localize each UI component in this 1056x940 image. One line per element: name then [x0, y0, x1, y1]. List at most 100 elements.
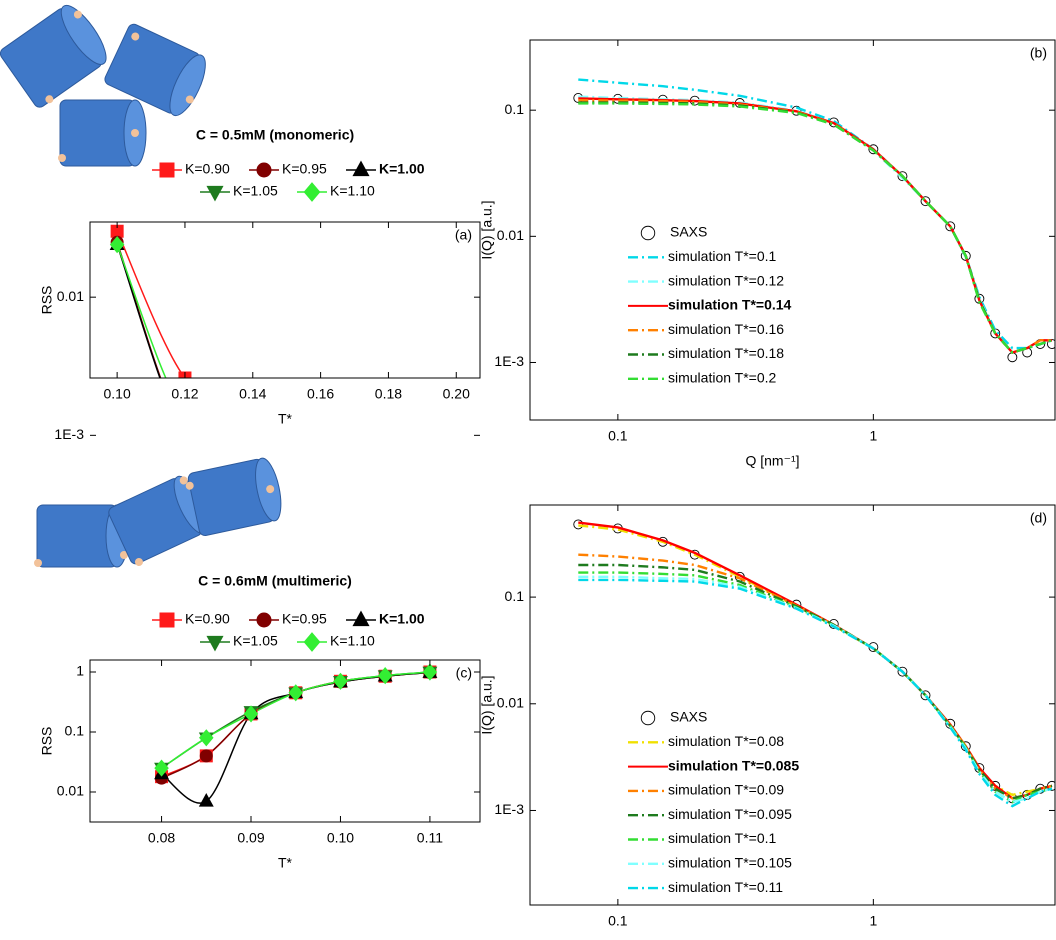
marker [198, 793, 214, 807]
panel-title: C = 0.6mM (multimeric) [198, 573, 352, 589]
legend-label: K=1.10 [330, 183, 375, 199]
legend-marker [256, 612, 272, 628]
legend-label: K=0.95 [282, 161, 327, 177]
series-line [116, 241, 162, 378]
marker [897, 171, 908, 182]
legend-label: simulation T*=0.105 [668, 855, 792, 871]
x-axis-label: T* [278, 855, 293, 871]
series-line [578, 97, 1052, 354]
legend-label: K=1.00 [379, 611, 425, 627]
x-axis-label: T* [278, 411, 293, 427]
x-tick-label: 0.12 [171, 386, 198, 402]
legend-marker [303, 632, 321, 652]
plot-frame [89, 659, 481, 823]
legend-marker [206, 635, 224, 652]
series-line [578, 101, 1053, 354]
plot-area [573, 519, 1055, 808]
legend-marker [640, 710, 656, 726]
y-tick-label: 0.1 [505, 588, 525, 604]
marker [178, 431, 191, 443]
x-axis-label: Q [nm⁻¹] [745, 938, 799, 940]
panel-label: (b) [1030, 45, 1047, 61]
series-line [578, 524, 1053, 797]
series-line [578, 553, 1053, 800]
legend-marker [303, 182, 321, 202]
legend-marker [352, 610, 370, 627]
marker [382, 407, 395, 423]
legend-marker [640, 225, 656, 241]
marker [243, 705, 259, 723]
x-tick-label: 0.10 [327, 830, 354, 846]
marker [573, 519, 584, 530]
plot-area [154, 663, 438, 807]
y-tick-label: 0.1 [65, 723, 85, 739]
marker [422, 663, 438, 681]
marker [382, 424, 394, 436]
marker [246, 422, 259, 438]
series-line [578, 95, 1053, 354]
legend-label: simulation T*=0.085 [668, 757, 799, 773]
x-tick-label: 0.20 [443, 386, 470, 402]
plot-frame [529, 504, 1056, 906]
legend-label: K=1.10 [330, 633, 375, 649]
legend-label: simulation T*=0.2 [668, 370, 777, 386]
cylinder-illustration [0, 4, 206, 167]
marker [920, 690, 931, 701]
marker [450, 424, 462, 436]
marker [990, 780, 1001, 791]
x-tick-label: 0.10 [104, 386, 131, 402]
marker [247, 401, 259, 413]
x-tick-label: 1 [869, 428, 877, 444]
legend-label: SAXS [670, 709, 707, 725]
legend-marker [159, 162, 175, 178]
x-tick-label: 1 [869, 913, 877, 929]
marker [382, 415, 395, 427]
plot-frame [89, 221, 481, 379]
y-tick-label: 0.01 [57, 288, 84, 304]
x-tick-label: 0.14 [239, 386, 266, 402]
legend-label: simulation T*=0.12 [668, 272, 784, 288]
y-tick-label: 1E-3 [494, 353, 524, 369]
legend-marker [206, 185, 224, 202]
x-axis-label: Q [nm⁻¹] [745, 453, 799, 469]
panel-label: (d) [1030, 510, 1047, 526]
marker [178, 431, 191, 443]
marker [377, 667, 393, 685]
panel-label: (a) [455, 227, 472, 243]
marker [450, 422, 463, 434]
legend-label: simulation T*=0.14 [668, 297, 792, 313]
y-axis-label: I(Q) [a.u.] [479, 675, 495, 734]
y-tick-label: 0.01 [497, 227, 524, 243]
marker [450, 407, 463, 423]
panel-label: (c) [456, 665, 472, 681]
legend-label: simulation T*=0.1 [668, 830, 777, 846]
y-tick-label: 1E-3 [494, 801, 524, 817]
legend-label: K=0.90 [185, 161, 230, 177]
legend-label: K=1.05 [233, 183, 278, 199]
series-line [116, 244, 161, 378]
x-tick-label: 0.1 [608, 428, 628, 444]
legend-label: SAXS [670, 224, 707, 240]
y-tick-label: 1 [76, 663, 84, 679]
legend-label: K=0.95 [282, 611, 327, 627]
marker [154, 759, 169, 777]
marker [111, 425, 124, 437]
marker [1007, 352, 1018, 363]
marker [960, 250, 971, 261]
x-tick-label: 0.11 [417, 830, 443, 846]
y-tick-label: 0.01 [57, 783, 84, 799]
marker [897, 666, 908, 677]
marker [199, 749, 213, 763]
y-axis-label: I(Q) [a.u.] [479, 200, 495, 259]
y-tick-label: 1E-3 [54, 426, 84, 442]
series-line [116, 244, 167, 378]
cylinder-illustration [34, 457, 282, 568]
legend-label: K=1.00 [379, 161, 425, 177]
x-tick-label: 0.16 [307, 386, 334, 402]
x-tick-label: 0.08 [148, 830, 175, 846]
legend-marker [159, 612, 175, 628]
series-line [578, 102, 1053, 354]
series-line [578, 578, 1053, 808]
marker [199, 729, 214, 747]
plot-area [109, 224, 463, 443]
